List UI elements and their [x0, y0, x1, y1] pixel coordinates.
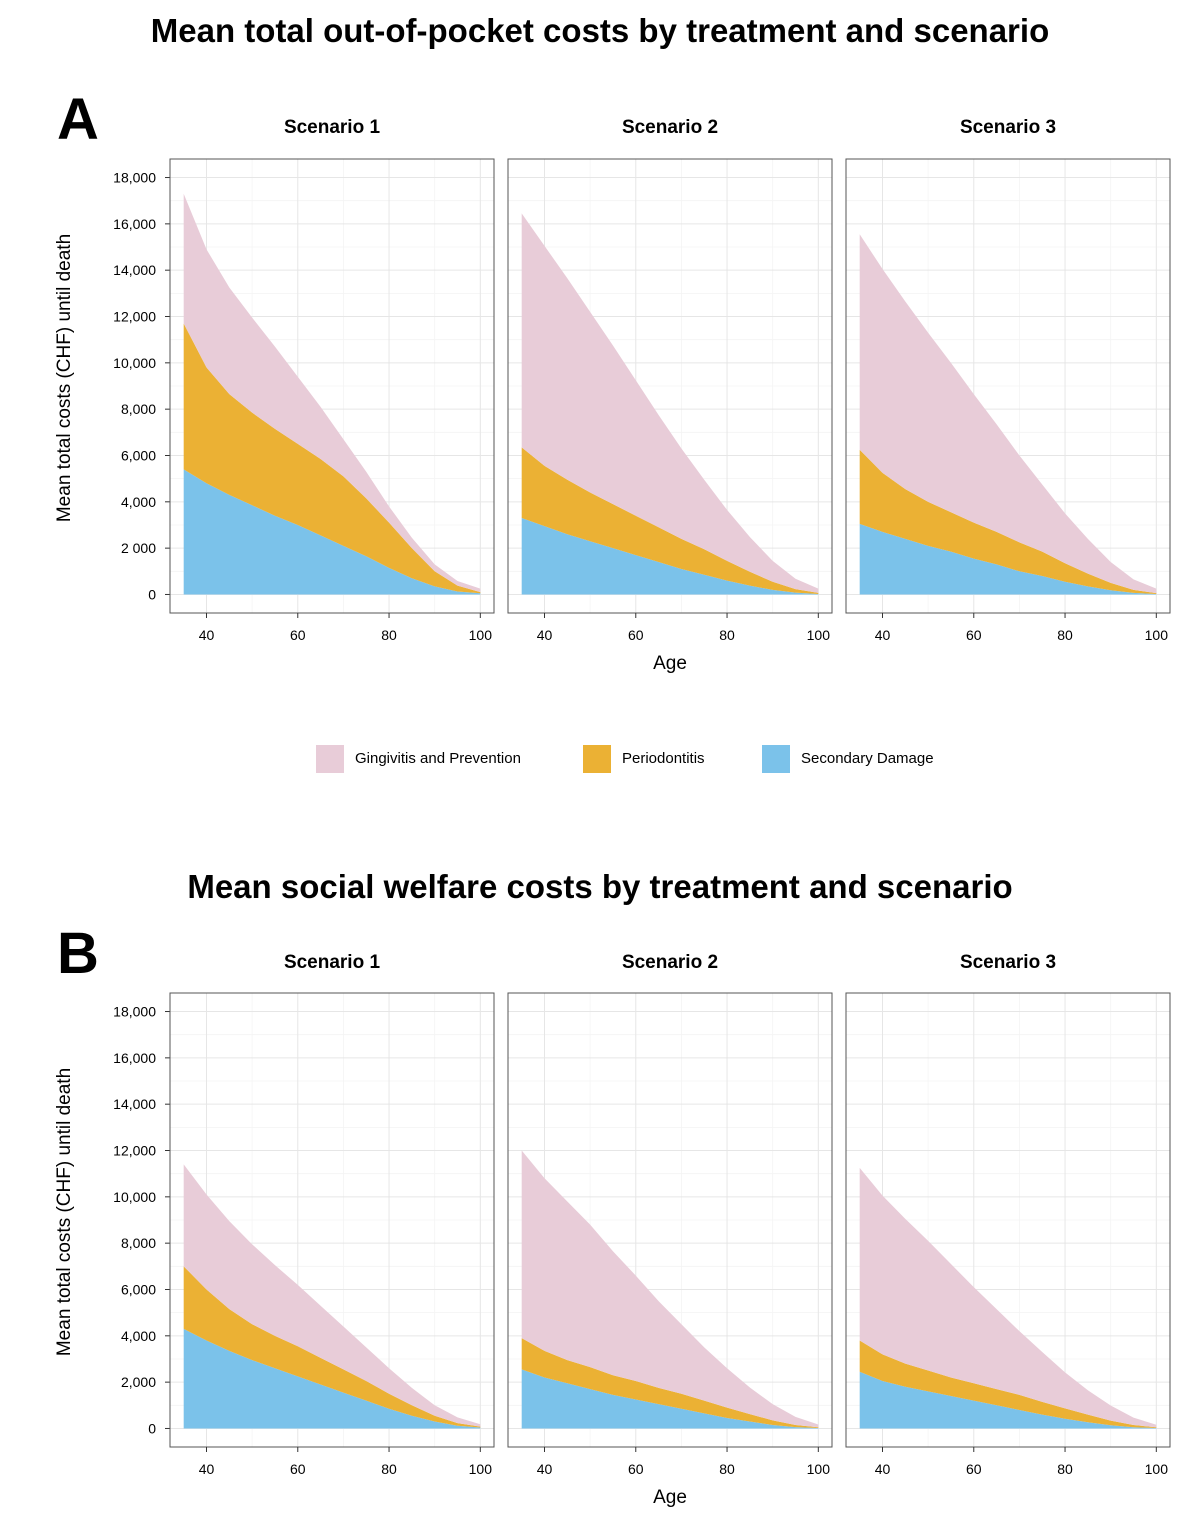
legend-swatch-secondary-damage — [762, 745, 790, 773]
x-tick-label: 40 — [537, 1461, 553, 1477]
chart-block-a: Mean total costs (CHF) until death Age 0 2 … — [54, 117, 1171, 674]
facet-title: Scenario 1 — [284, 117, 381, 138]
facet-scenario-3: Scenario 3 40 60 80 100 — [845, 952, 1171, 1477]
y-tick-label: 0 — [148, 586, 156, 602]
y-tick-label: 16,000 — [113, 1050, 156, 1066]
y-axis-label: Mean total costs (CHF) until death — [54, 1068, 75, 1356]
legend: Gingivitis and Prevention Periodontitis … — [0, 745, 1200, 775]
x-tick-label: 100 — [469, 1461, 493, 1477]
area-gingivitis-and-prevention — [859, 1167, 1157, 1428]
y-tick-label: 10,000 — [113, 1189, 156, 1205]
area-gingivitis-and-prevention — [183, 1164, 481, 1427]
y-tick-label: 18,000 — [113, 170, 156, 186]
x-axis-label: Age — [653, 653, 687, 674]
legend-label-secondary-damage: Secondary Damage — [801, 750, 934, 767]
y-tick-label: 8,000 — [121, 401, 156, 417]
area-periodontitis — [183, 1266, 481, 1428]
legend-swatch-periodontitis — [583, 745, 611, 773]
y-tick-label: 16,000 — [113, 216, 156, 232]
y-tick-label: 10,000 — [113, 355, 156, 371]
chart-title-a: Mean total out-of-pocket costs by treatm… — [150, 12, 1050, 49]
area-secondary-damage — [183, 469, 481, 595]
panel-letter-a: A — [57, 87, 99, 152]
panel-border — [845, 992, 1171, 1448]
y-tick-label: 6,000 — [121, 1281, 156, 1297]
area-secondary-damage — [521, 1369, 819, 1429]
chart-block-b: Mean total costs (CHF) until death Age 0 2,… — [54, 952, 1171, 1508]
facet-scenario-3: Scenario 3 40 60 80 100 — [845, 117, 1171, 643]
area-gingivitis-and-prevention — [521, 1150, 819, 1428]
y-tick-label: 18,000 — [113, 1004, 156, 1020]
panel-letter-b: B — [57, 921, 99, 986]
x-tick-label: 100 — [469, 627, 493, 643]
facet-scenario-2: Scenario 2 40 60 80 100 — [507, 952, 833, 1477]
x-tick-label: 80 — [1057, 627, 1073, 643]
legend-swatch-gingivitis — [316, 745, 344, 773]
area-periodontitis — [859, 449, 1157, 595]
panel-border — [507, 158, 833, 614]
y-tick-label: 2 000 — [121, 540, 156, 556]
x-tick-label: 80 — [719, 627, 735, 643]
facet-scenario-1: Scenario 1 40 60 80 100 — [169, 117, 495, 643]
x-tick-label: 40 — [199, 1461, 215, 1477]
area-periodontitis — [859, 1340, 1157, 1429]
panel-border — [507, 992, 833, 1448]
x-tick-label: 40 — [537, 627, 553, 643]
area-secondary-damage — [859, 523, 1157, 595]
x-tick-label: 40 — [199, 627, 215, 643]
y-tick-label: 14,000 — [113, 262, 156, 278]
y-tick-label: 8,000 — [121, 1235, 156, 1251]
area-periodontitis — [521, 447, 819, 595]
x-tick-label: 60 — [628, 1461, 644, 1477]
facet-scenario-2: Scenario 2 40 60 80 100 — [507, 117, 833, 643]
area-secondary-damage — [521, 518, 819, 595]
x-tick-label: 60 — [290, 627, 306, 643]
x-tick-label: 60 — [966, 1461, 982, 1477]
x-tick-label: 80 — [719, 1461, 735, 1477]
x-axis-label: Age — [653, 1487, 687, 1508]
area-secondary-damage — [859, 1371, 1157, 1429]
area-periodontitis — [521, 1338, 819, 1429]
facet-title: Scenario 1 — [284, 952, 381, 973]
x-tick-label: 60 — [966, 627, 982, 643]
x-tick-label: 60 — [628, 627, 644, 643]
y-tick-label: 12,000 — [113, 1143, 156, 1159]
y-tick-label: 0 — [148, 1420, 156, 1436]
area-gingivitis-and-prevention — [183, 193, 481, 593]
panel-border — [169, 992, 495, 1448]
facet-title: Scenario 2 — [622, 952, 718, 973]
x-tick-label: 80 — [381, 1461, 397, 1477]
y-tick-label: 4,000 — [121, 494, 156, 510]
chart-title-b: Mean social welfare costs by treatment a… — [187, 868, 1013, 905]
facet-scenario-1: Scenario 1 40 60 80 100 — [169, 952, 495, 1477]
x-tick-label: 60 — [290, 1461, 306, 1477]
x-tick-label: 40 — [875, 627, 891, 643]
panel-border — [169, 158, 495, 614]
y-tick-label: 6,000 — [121, 447, 156, 463]
facet-title: Scenario 2 — [622, 117, 718, 138]
area-gingivitis-and-prevention — [859, 234, 1157, 594]
y-axis-label: Mean total costs (CHF) until death — [54, 234, 75, 522]
y-tick-label: 2,000 — [121, 1374, 156, 1390]
area-periodontitis — [183, 323, 481, 594]
y-tick-label: 14,000 — [113, 1096, 156, 1112]
x-tick-label: 100 — [1145, 627, 1169, 643]
x-tick-label: 100 — [807, 1461, 831, 1477]
facet-title: Scenario 3 — [960, 952, 1056, 973]
panel-border — [845, 158, 1171, 614]
x-tick-label: 100 — [1145, 1461, 1169, 1477]
x-tick-label: 80 — [1057, 1461, 1073, 1477]
area-gingivitis-and-prevention — [521, 213, 819, 593]
area-secondary-damage — [183, 1328, 481, 1429]
facet-title: Scenario 3 — [960, 117, 1056, 138]
legend-label-gingivitis: Gingivitis and Prevention — [355, 750, 521, 767]
x-tick-label: 40 — [875, 1461, 891, 1477]
x-tick-label: 100 — [807, 627, 831, 643]
y-tick-label: 12,000 — [113, 309, 156, 325]
y-tick-label: 4,000 — [121, 1328, 156, 1344]
legend-label-periodontitis: Periodontitis — [622, 750, 705, 767]
x-tick-label: 80 — [381, 627, 397, 643]
